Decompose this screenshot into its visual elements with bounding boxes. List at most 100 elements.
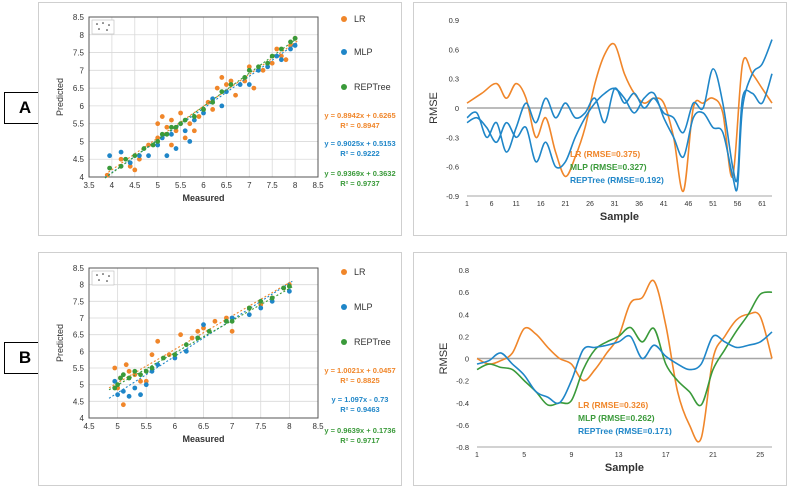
data-point-mlp: [201, 322, 206, 328]
data-point-mlp: [265, 64, 271, 70]
regression-equation-lr: y = 0.8942x + 0.6265: [324, 111, 395, 120]
y-tick-label: -0.3: [446, 133, 459, 142]
x-tick-label: 6.5: [198, 422, 210, 431]
data-point-reptree: [172, 352, 178, 358]
y-tick-label: 8.5: [73, 264, 85, 273]
y-axis-label: RMSE: [438, 343, 450, 375]
data-point-reptree: [183, 342, 189, 348]
x-tick-label: 5: [155, 181, 160, 190]
x-tick-label: 5.5: [141, 422, 153, 431]
x-axis-label: Sample: [600, 211, 639, 223]
data-point-mlp: [173, 146, 179, 151]
y-tick-label: -0.8: [456, 443, 469, 452]
data-point-mlp: [120, 388, 126, 394]
y-tick-label: 7: [80, 314, 85, 323]
r-squared-mlp: R² = 0.9222: [340, 149, 379, 158]
data-point-lr: [120, 402, 126, 408]
data-point-mlp: [269, 298, 275, 304]
y-tick-label: 0.3: [449, 75, 459, 84]
x-tick-label: 9: [569, 452, 573, 459]
y-tick-label: 4: [80, 173, 85, 182]
x-tick-label: 4.5: [129, 181, 141, 190]
data-point-lr: [169, 142, 174, 148]
data-point-lr: [169, 117, 174, 123]
x-axis-label: Measured: [182, 434, 224, 444]
data-point-lr: [166, 352, 172, 358]
data-point-reptree: [269, 295, 275, 301]
data-point-lr: [149, 352, 155, 358]
fit-legend-dot: [102, 273, 104, 275]
x-tick-label: 31: [611, 201, 619, 208]
data-point-mlp: [146, 153, 151, 159]
data-point-lr: [233, 92, 238, 98]
rmse-line-lr: [466, 42, 773, 192]
data-point-reptree: [258, 298, 264, 304]
data-point-reptree: [246, 305, 252, 311]
trend-line-reptree: [108, 286, 293, 391]
regression-equation-lr: y = 1.0021x + 0.0457: [324, 366, 395, 375]
rmse-legend-mlp: MLP (RMSE=0.327): [570, 162, 647, 172]
data-point-mlp: [278, 57, 284, 63]
data-point-lr: [251, 85, 257, 91]
y-tick-label: 5.5: [73, 120, 85, 129]
y-tick-label: 5: [80, 137, 85, 146]
data-point-lr: [155, 135, 161, 141]
data-point-mlp: [292, 43, 298, 48]
y-tick-label: 8.5: [73, 13, 85, 22]
x-tick-label: 21: [709, 452, 717, 459]
data-point-lr: [164, 124, 170, 130]
data-point-lr: [228, 78, 234, 84]
x-axis-label: Sample: [605, 462, 644, 474]
data-point-mlp: [274, 53, 280, 59]
rmse-legend-mlp: MLP (RMSE=0.262): [578, 413, 655, 423]
data-point-mlp: [155, 142, 161, 148]
data-point-reptree: [224, 318, 229, 324]
data-point-reptree: [269, 53, 275, 59]
data-point-lr: [224, 82, 229, 87]
data-point-reptree: [118, 163, 124, 169]
y-tick-label: 5: [80, 381, 85, 390]
data-point-reptree: [132, 153, 138, 159]
x-tick-label: 21: [561, 201, 569, 208]
data-point-mlp: [229, 315, 235, 321]
y-tick-label: 0.6: [449, 45, 459, 54]
scatter-plot-area: [88, 267, 319, 419]
data-point-reptree: [123, 156, 129, 162]
x-tick-label: 6.5: [221, 181, 233, 190]
data-point-reptree: [191, 114, 197, 119]
r-squared-lr: R² = 0.8947: [340, 121, 379, 130]
y-tick-label: 0: [455, 104, 459, 113]
data-point-reptree: [120, 372, 126, 378]
data-point-mlp: [256, 67, 261, 73]
y-tick-label: 0.2: [459, 332, 469, 341]
y-tick-label: 0.8: [459, 266, 469, 275]
fit-legend-dot: [102, 22, 104, 24]
data-point-lr: [246, 64, 252, 70]
data-point-lr: [118, 156, 124, 162]
y-tick-label: 6: [80, 347, 85, 356]
data-point-reptree: [161, 355, 166, 361]
x-tick-label: 1: [475, 452, 479, 459]
fit-legend-dot: [96, 274, 98, 276]
data-point-lr: [187, 121, 193, 127]
data-point-reptree: [169, 124, 174, 130]
data-point-mlp: [149, 368, 155, 374]
fit-legend-dot: [98, 279, 100, 281]
data-point-lr: [178, 110, 184, 116]
data-point-mlp: [246, 82, 252, 87]
y-tick-label: 6.5: [73, 331, 85, 340]
rmse-legend-reptree: REPTree (RMSE=0.171): [578, 426, 672, 436]
y-tick-label: 7.5: [73, 49, 85, 58]
data-point-reptree: [173, 124, 179, 130]
y-tick-label: 5.5: [73, 364, 85, 373]
legend-marker-lr: [341, 269, 347, 275]
data-point-lr: [127, 163, 133, 169]
data-point-lr: [201, 325, 206, 331]
x-tick-label: 36: [635, 201, 643, 208]
data-point-lr: [123, 362, 129, 368]
data-point-lr: [260, 67, 266, 73]
y-tick-label: 0.4: [459, 310, 469, 319]
legend-marker-lr: [341, 16, 347, 22]
data-point-lr: [126, 368, 132, 374]
